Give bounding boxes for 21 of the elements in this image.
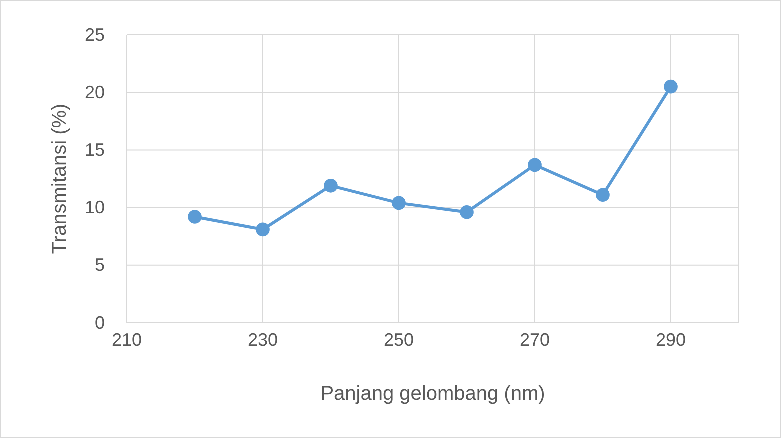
point xyxy=(528,158,542,172)
y-tick-label: 25 xyxy=(84,24,105,45)
y-tick-label: 15 xyxy=(84,140,105,160)
x-tick-label: 290 xyxy=(656,330,686,350)
x-tick-label: 210 xyxy=(112,330,142,350)
point xyxy=(392,196,406,210)
point xyxy=(596,188,610,202)
x-tick-label: 230 xyxy=(248,330,278,350)
x-axis-title: Panjang gelombang (nm) xyxy=(320,383,546,405)
point xyxy=(664,80,678,94)
x-tick-label: 270 xyxy=(520,330,550,350)
y-tick-label: 10 xyxy=(84,198,105,218)
y-tick-label: 0 xyxy=(94,312,105,333)
y-axis-title: Transmitansi (%) xyxy=(49,104,71,254)
point xyxy=(188,210,202,224)
point xyxy=(460,206,474,220)
y-tick-label: 20 xyxy=(84,82,105,102)
point xyxy=(256,222,270,237)
x-tick-label: 250 xyxy=(384,330,414,350)
point xyxy=(324,179,338,193)
y-tick-label: 5 xyxy=(94,255,105,276)
